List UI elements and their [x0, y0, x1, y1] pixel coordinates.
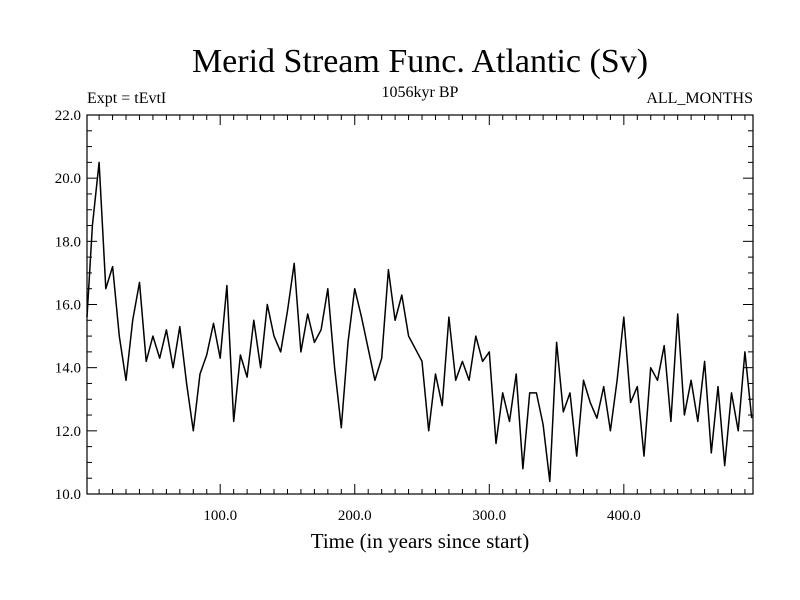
axis-tick-labels: 10.0 12.0 14.0 16.0 18.0 20.0 22.0 100.0 200.0 30…	[55, 108, 641, 524]
chart-title: Merid Stream Func. Atlantic (Sv)	[192, 43, 648, 80]
y-tick-label: 22.0	[55, 108, 81, 124]
chart-subtitle: 1056kyr BP	[382, 84, 459, 101]
y-tick-label: 12.0	[55, 424, 81, 440]
y-tick-label: 14.0	[55, 361, 81, 377]
x-tick-label: 400.0	[607, 508, 641, 524]
months-label: ALL_MONTHS	[646, 90, 753, 107]
y-tick-label: 16.0	[55, 298, 81, 314]
data-series-line	[86, 161, 753, 483]
axis-ticks	[87, 114, 753, 495]
y-tick-label: 18.0	[55, 234, 81, 250]
y-tick-label: 10.0	[55, 487, 81, 503]
x-tick-label: 200.0	[338, 508, 372, 524]
x-axis-label: Time (in years since start)	[311, 529, 530, 553]
x-tick-label: 300.0	[472, 508, 506, 524]
experiment-label: Expt = tEvtI	[87, 90, 166, 107]
x-tick-label: 100.0	[203, 508, 237, 524]
y-tick-label: 20.0	[55, 171, 81, 187]
plot-frame	[86, 114, 754, 495]
